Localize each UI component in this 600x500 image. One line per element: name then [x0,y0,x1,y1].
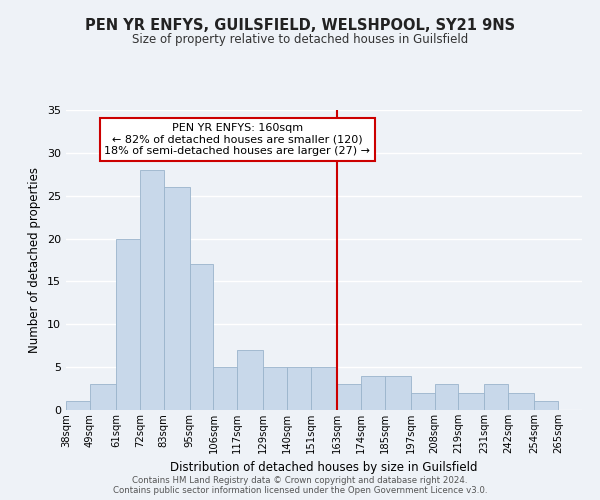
Bar [66,402,90,410]
Bar [90,384,116,410]
Text: Contains HM Land Registry data © Crown copyright and database right 2024.: Contains HM Land Registry data © Crown c… [132,476,468,485]
Text: Contains public sector information licensed under the Open Government Licence v3: Contains public sector information licen… [113,486,487,495]
Text: Size of property relative to detached houses in Guilsfield: Size of property relative to detached ho… [132,32,468,46]
Bar [311,367,337,410]
Bar [190,264,214,410]
Y-axis label: Number of detached properties: Number of detached properties [28,167,41,353]
X-axis label: Distribution of detached houses by size in Guilsfield: Distribution of detached houses by size … [170,462,478,474]
Bar [508,393,535,410]
Bar [484,384,508,410]
Bar [434,384,458,410]
Bar [361,376,385,410]
Bar [411,393,434,410]
Bar [116,238,140,410]
Bar [140,170,164,410]
Bar [263,367,287,410]
Bar [337,384,361,410]
Text: PEN YR ENFYS: 160sqm
← 82% of detached houses are smaller (120)
18% of semi-deta: PEN YR ENFYS: 160sqm ← 82% of detached h… [104,123,370,156]
Bar [385,376,411,410]
Bar [214,367,237,410]
Bar [237,350,263,410]
Bar [535,402,558,410]
Bar [287,367,311,410]
Bar [164,187,190,410]
Text: PEN YR ENFYS, GUILSFIELD, WELSHPOOL, SY21 9NS: PEN YR ENFYS, GUILSFIELD, WELSHPOOL, SY2… [85,18,515,32]
Bar [458,393,484,410]
